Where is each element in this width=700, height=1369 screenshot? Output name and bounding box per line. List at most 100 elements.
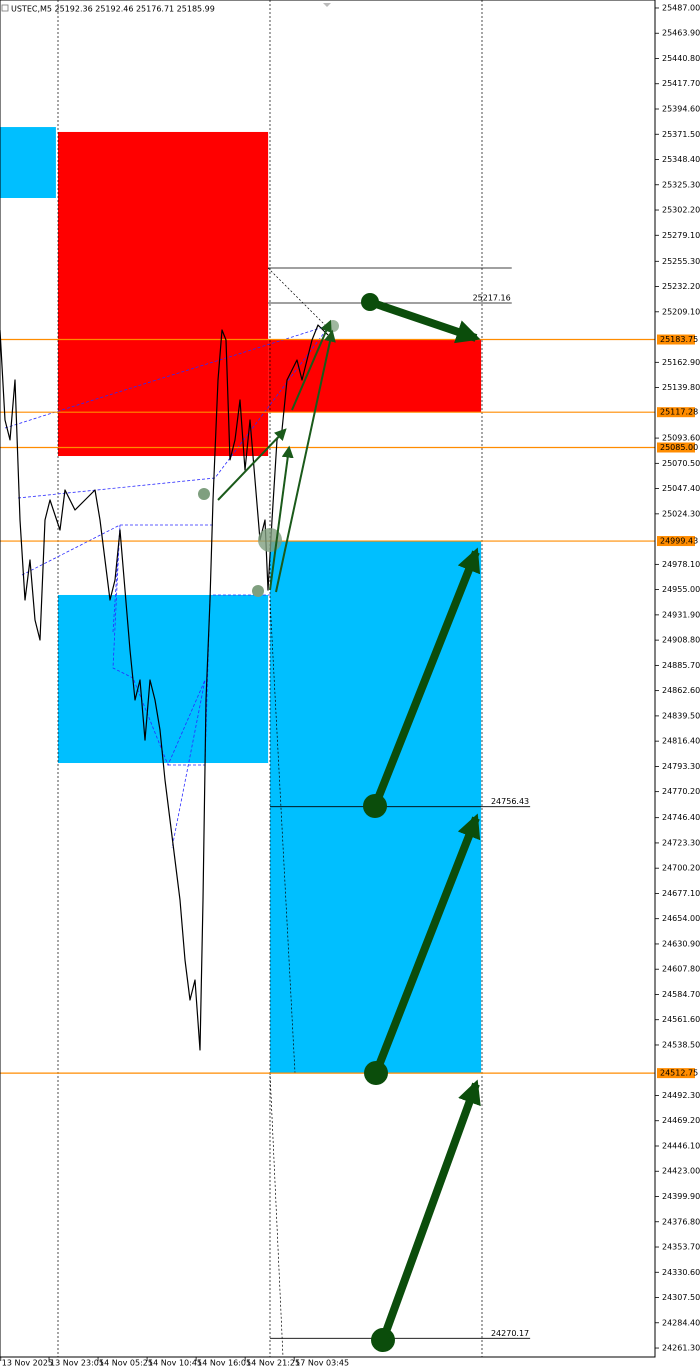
- y-tick-label: 24469.20: [662, 1116, 700, 1125]
- zigzag-line: [4, 324, 331, 429]
- y-tick-label: 24607.80: [662, 965, 700, 974]
- level-label: 24270.17: [491, 1329, 529, 1338]
- zigzag-line: [168, 594, 270, 766]
- y-tick-label: 24978.10: [662, 560, 700, 569]
- zone: [268, 339, 482, 413]
- y-tick-label: 24654.00: [662, 914, 700, 923]
- y-tick-label: 24723.30: [662, 838, 700, 847]
- x-tick-label: 14 Nov 05:25: [99, 1359, 153, 1368]
- y-tick-label: 25463.90: [662, 29, 700, 38]
- big-arrow: [368, 298, 481, 344]
- y-tick-label: 24955.00: [662, 585, 700, 594]
- y-tick-label: 25024.30: [662, 509, 700, 518]
- y-tick-label: 24399.90: [662, 1192, 700, 1201]
- y-tick-label: 25047.40: [662, 484, 700, 493]
- y-tick-label: 25255.30: [662, 257, 700, 266]
- y-tick-label: 24561.60: [662, 1015, 700, 1024]
- y-tick-label: 24839.50: [662, 711, 700, 720]
- trend-line: [269, 599, 296, 1074]
- axes: 25183.75 25117.28 25085.00 24999.43 24512.75…: [0, 3, 700, 1368]
- trend-line: [269, 1072, 284, 1358]
- symbol-icon: [1, 4, 9, 12]
- level-label-bg: [657, 334, 695, 345]
- level-label-bg: [657, 442, 695, 453]
- level-label: 25085.00: [660, 443, 698, 452]
- y-tick-label: 24793.30: [662, 762, 700, 771]
- y-tick-label: 25232.20: [662, 282, 700, 291]
- y-tick-label: 25139.80: [662, 383, 700, 392]
- y-tick-label: 25487.00: [662, 3, 700, 12]
- header: USTEC,M5 25192.36 25192.46 25176.71 2518…: [1, 4, 215, 14]
- y-tick-label: 25325.30: [662, 180, 700, 189]
- arrow-origin: [363, 794, 387, 818]
- y-tick-label: 24353.70: [662, 1243, 700, 1252]
- small-arrow: [269, 445, 294, 591]
- y-tick-label: 25371.50: [662, 130, 700, 139]
- y-tick-label: 24446.10: [662, 1141, 700, 1150]
- y-tick-label: 24746.40: [662, 813, 700, 822]
- y-tick-label: 25093.60: [662, 434, 700, 443]
- y-tick-label: 24677.10: [662, 889, 700, 898]
- x-tick-label: 13 Nov 23:05: [50, 1359, 104, 1368]
- zone: [0, 127, 56, 198]
- y-tick-label: 24816.40: [662, 737, 700, 746]
- price-line: [0, 324, 329, 1051]
- y-tick-label: 24931.90: [662, 610, 700, 619]
- arrow-origin: [361, 293, 379, 311]
- x-tick-label: 13 Nov 2025: [2, 1359, 53, 1368]
- y-tick-label: 24630.90: [662, 939, 700, 948]
- zone: [57, 131, 269, 457]
- chart-title: USTEC,M5 25192.36 25192.46 25176.71 2518…: [11, 5, 215, 14]
- y-tick-label: 24885.70: [662, 661, 700, 670]
- big-arrow: [372, 813, 481, 1075]
- y-tick-label: 24492.30: [662, 1091, 700, 1100]
- y-tick-label: 24307.50: [662, 1293, 700, 1302]
- level-label-bg: [657, 536, 695, 547]
- level-label-bg: [657, 407, 695, 418]
- y-tick-label: 25279.10: [662, 231, 700, 240]
- y-tick-label: 25348.40: [662, 155, 700, 164]
- x-tick-label: 14 Nov 21:25: [246, 1359, 300, 1368]
- arrow-origin: [371, 1328, 395, 1352]
- small-arrow: [275, 329, 336, 593]
- zigzag-line: [17, 324, 331, 499]
- arrow-origin: [364, 1061, 388, 1085]
- y-tick-label: 25417.70: [662, 79, 700, 88]
- small-arrow: [217, 428, 287, 501]
- zone: [57, 594, 269, 764]
- trend-line: [267, 267, 331, 331]
- y-tick-label: 24908.80: [662, 636, 700, 645]
- y-tick-label: 24584.70: [662, 990, 700, 999]
- y-tick-label: 25070.50: [662, 459, 700, 468]
- y-tick-label: 24538.50: [662, 1040, 700, 1049]
- marker-dot: [198, 488, 210, 500]
- y-tick-label: 25162.90: [662, 358, 700, 367]
- level-label: 24512.75: [660, 1069, 698, 1078]
- annotations: [198, 293, 481, 1352]
- y-tick-label: 24770.20: [662, 787, 700, 796]
- y-tick-label: 25394.60: [662, 105, 700, 114]
- shift-marker: [323, 3, 331, 7]
- y-tick-label: 24700.20: [662, 864, 700, 873]
- y-tick-label: 24284.40: [662, 1318, 700, 1327]
- y-tick-label: 24376.80: [662, 1217, 700, 1226]
- y-tick-label: 25302.20: [662, 206, 700, 215]
- level-label: 25217.16: [473, 293, 511, 302]
- plot-frame: [0, 0, 656, 1358]
- big-arrow: [379, 1079, 481, 1342]
- separators: [57, 0, 483, 1358]
- level-label-bg: [657, 1068, 695, 1079]
- level-label: 25117.28: [660, 408, 698, 417]
- x-tick-label: 17 Nov 03:45: [295, 1359, 349, 1368]
- y-tick-label: 24423.00: [662, 1167, 700, 1176]
- y-tick-label: 25209.10: [662, 307, 700, 316]
- x-tick-label: 14 Nov 10:45: [148, 1359, 202, 1368]
- y-tick-label: 25440.80: [662, 54, 700, 63]
- big-arrow: [371, 547, 481, 808]
- marker-dot: [252, 585, 264, 597]
- price: [0, 324, 329, 1051]
- x-tick-label: 14 Nov 16:05: [197, 1359, 251, 1368]
- y-tick-label: 24261.30: [662, 1344, 700, 1353]
- level-label: 24756.43: [491, 797, 529, 806]
